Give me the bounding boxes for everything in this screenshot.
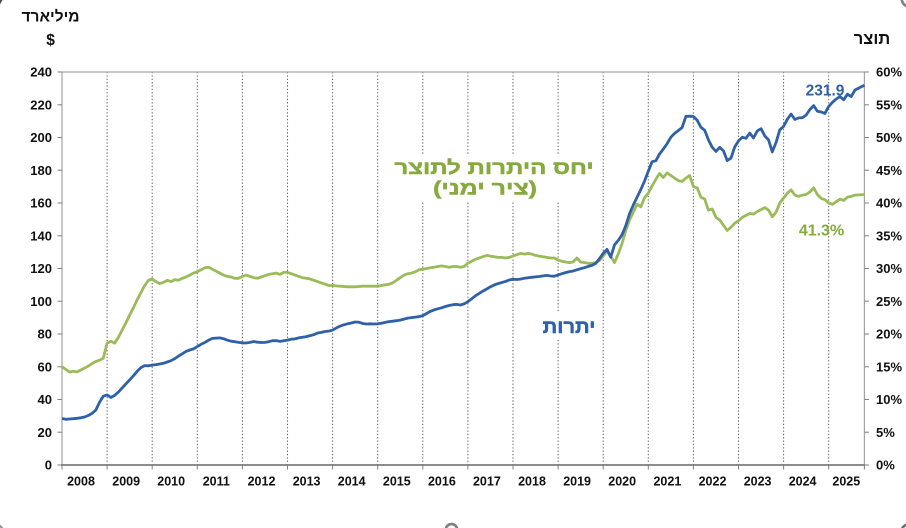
svg-text:200: 200 bbox=[30, 130, 52, 145]
svg-text:תוצר: תוצר bbox=[854, 30, 890, 48]
svg-text:2008: 2008 bbox=[67, 475, 95, 489]
svg-text:55%: 55% bbox=[876, 97, 902, 112]
svg-text:80: 80 bbox=[38, 327, 52, 342]
svg-text:140: 140 bbox=[30, 228, 52, 243]
svg-text:60: 60 bbox=[38, 359, 52, 374]
svg-text:0: 0 bbox=[45, 458, 52, 473]
svg-text:160: 160 bbox=[30, 196, 52, 211]
svg-text:2014: 2014 bbox=[338, 475, 366, 489]
svg-text:(ציר ימני): (ציר ימני) bbox=[433, 177, 537, 198]
svg-text:5%: 5% bbox=[876, 425, 895, 440]
svg-text:41.3%: 41.3% bbox=[799, 223, 844, 240]
svg-text:60%: 60% bbox=[876, 65, 902, 80]
svg-text:2010: 2010 bbox=[157, 475, 185, 489]
svg-text:40%: 40% bbox=[876, 196, 902, 211]
svg-text:40: 40 bbox=[38, 392, 52, 407]
svg-text:2011: 2011 bbox=[203, 475, 230, 489]
svg-text:50%: 50% bbox=[876, 130, 902, 145]
svg-text:2016: 2016 bbox=[428, 475, 456, 489]
svg-text:231.9: 231.9 bbox=[806, 83, 845, 100]
svg-text:2020: 2020 bbox=[608, 475, 636, 489]
svg-text:20%: 20% bbox=[876, 327, 902, 342]
svg-text:240: 240 bbox=[30, 65, 52, 80]
svg-text:2021: 2021 bbox=[653, 475, 681, 489]
svg-text:2012: 2012 bbox=[248, 475, 276, 489]
svg-text:30%: 30% bbox=[876, 261, 902, 276]
svg-text:0%: 0% bbox=[876, 458, 895, 473]
svg-text:120: 120 bbox=[30, 261, 52, 276]
svg-text:מיליארד: מיליארד bbox=[22, 9, 80, 26]
svg-text:2013: 2013 bbox=[293, 475, 321, 489]
svg-text:2023: 2023 bbox=[744, 475, 772, 489]
svg-text:2024: 2024 bbox=[789, 475, 817, 489]
svg-text:2015: 2015 bbox=[383, 475, 411, 489]
svg-text:35%: 35% bbox=[876, 228, 902, 243]
svg-text:100: 100 bbox=[30, 294, 52, 309]
svg-text:יתרות: יתרות bbox=[543, 317, 596, 338]
svg-text:45%: 45% bbox=[876, 163, 902, 178]
svg-text:10%: 10% bbox=[876, 392, 902, 407]
svg-text:2025: 2025 bbox=[832, 475, 860, 489]
svg-text:220: 220 bbox=[30, 97, 52, 112]
svg-text:2017: 2017 bbox=[473, 475, 501, 489]
svg-text:$: $ bbox=[46, 32, 55, 49]
svg-text:15%: 15% bbox=[876, 359, 902, 374]
svg-text:2009: 2009 bbox=[112, 475, 140, 489]
svg-text:2022: 2022 bbox=[699, 475, 727, 489]
svg-text:2019: 2019 bbox=[563, 475, 591, 489]
svg-text:25%: 25% bbox=[876, 294, 902, 309]
svg-text:180: 180 bbox=[30, 163, 52, 178]
svg-text:יחס היתרות לתוצר: יחס היתרות לתוצר bbox=[394, 157, 593, 179]
svg-text:2018: 2018 bbox=[518, 475, 546, 489]
svg-text:20: 20 bbox=[38, 425, 52, 440]
